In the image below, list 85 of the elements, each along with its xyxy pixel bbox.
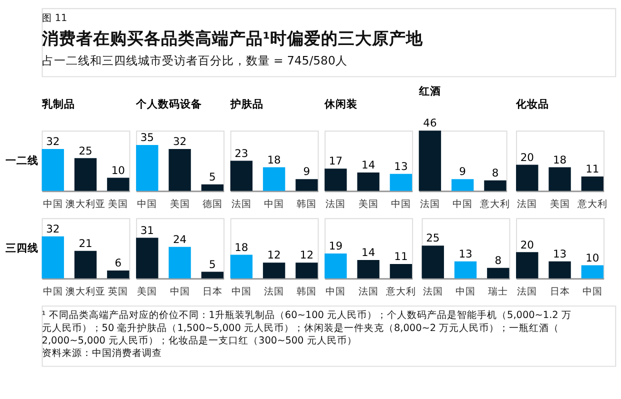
chart-title: 化妆品 (515, 97, 550, 110)
caption: 图 11 (42, 12, 68, 24)
data-label: 46 (423, 116, 437, 130)
x-tick-label: 中国 (264, 198, 284, 210)
data-label: 5 (209, 258, 216, 271)
data-label: 19 (328, 240, 343, 253)
x-tick-label: 法国 (264, 285, 284, 298)
data-label: 14 (362, 158, 376, 172)
y-axis-title: 一二线 (5, 154, 38, 168)
data-label: 10 (111, 164, 126, 177)
data-label: 32 (46, 135, 60, 148)
data-label: 21 (78, 236, 92, 250)
data-label: 17 (328, 154, 342, 168)
x-tick-label: 中国 (42, 198, 63, 210)
x-tick-label: 中国 (452, 198, 473, 210)
data-label: 14 (362, 246, 376, 260)
data-label: 24 (172, 233, 187, 246)
chart-title: 红酒 (418, 84, 441, 98)
x-tick-label: 日本 (550, 285, 570, 298)
data-label: 8 (492, 166, 499, 180)
text: 资料来源：中国消费者调查 (42, 347, 162, 360)
x-tick-label: 意大利 (576, 198, 608, 210)
x-tick-label: 日本 (202, 285, 222, 298)
data-label: 10 (586, 251, 600, 264)
chart-title: 乳制品 (40, 97, 75, 110)
data-label: 8 (494, 254, 502, 267)
x-tick-label: 法国 (517, 198, 538, 210)
x-tick-label: 中国 (582, 285, 602, 298)
data-label: 25 (426, 232, 440, 245)
data-label: 13 (552, 247, 567, 260)
x-tick-label: 澳大利亚 (66, 198, 106, 210)
x-tick-label: 法国 (422, 285, 443, 298)
x-tick-label: 中国 (326, 285, 346, 298)
data-label: 12 (267, 248, 281, 262)
x-tick-label: 法国 (358, 285, 378, 298)
x-tick-label: 法国 (517, 285, 538, 298)
y-axis-title: 三四线 (5, 242, 38, 255)
data-label: 18 (267, 153, 282, 166)
data-label: 31 (140, 224, 154, 237)
data-label: 11 (586, 162, 600, 176)
data-label: 13 (394, 160, 408, 173)
text: 消费者在购买各品类高端产品¹时偏爱的三大原产地 (40, 29, 424, 48)
chart-title: 个人数码设备 (135, 97, 202, 110)
x-tick-label: 中国 (456, 285, 476, 298)
x-tick-label: 美国 (358, 198, 378, 210)
x-tick-label: 中国 (42, 285, 63, 298)
x-tick-label: 澳大利亚 (66, 285, 106, 298)
data-label: 11 (394, 250, 408, 264)
data-label: 13 (458, 247, 472, 260)
x-tick-label: 中国 (231, 285, 252, 298)
data-label: 5 (209, 170, 216, 184)
x-tick-label: 韩国 (296, 198, 317, 210)
data-label: 35 (140, 131, 154, 144)
x-tick-label: 法国 (420, 198, 440, 210)
chart-title: 休闲装 (324, 97, 358, 110)
x-tick-label: 意大利 (479, 198, 510, 210)
data-label: 9 (459, 165, 466, 178)
data-label: 12 (300, 248, 314, 262)
data-label: 23 (234, 146, 248, 160)
data-label: 9 (303, 165, 310, 178)
x-tick-label: 英国 (108, 285, 128, 298)
x-tick-label: 美国 (550, 198, 570, 210)
x-tick-label: 美国 (137, 285, 158, 298)
x-tick-label: 中国 (390, 198, 411, 210)
text: 占一二线和三四线城市受访者百分比，数量 = 745/580人 (42, 54, 348, 68)
x-tick-label: 韩国 (296, 285, 317, 298)
data-label: 18 (552, 153, 567, 166)
x-tick-label: 美国 (170, 198, 190, 210)
data-label: 6 (114, 256, 122, 270)
data-label: 32 (46, 222, 60, 236)
x-tick-label: 瑞士 (488, 285, 508, 298)
x-tick-label: 中国 (170, 285, 190, 298)
x-tick-label: 法国 (231, 198, 252, 210)
chart-title: 护肤品 (229, 97, 264, 110)
x-tick-label: 法国 (326, 198, 346, 210)
x-tick-label: 中国 (137, 198, 158, 210)
data-label: 20 (520, 238, 534, 252)
data-label: 25 (78, 144, 92, 158)
x-tick-label: 意大利 (384, 285, 416, 298)
data-label: 18 (234, 240, 248, 254)
data-label: 32 (172, 135, 187, 148)
data-label: 20 (520, 150, 534, 164)
text: ¹ 不同品类高端产品对应的价位不同：1升瓶装乳制品（60~100 元人民币）；个人数码产品是智能手机（5,000~1.2 万元人民币）；50 毫升护肤品（1,500~5,000 元人民币）；休闲装是一件夹克（8,000~2 万元人民币）；一瓶红酒（2,000~5,000 元人民币）；化妆品是一支口红（300~500 元人民币） (42, 309, 572, 346)
x-tick-label: 德国 (202, 198, 222, 210)
x-tick-label: 美国 (108, 198, 128, 210)
